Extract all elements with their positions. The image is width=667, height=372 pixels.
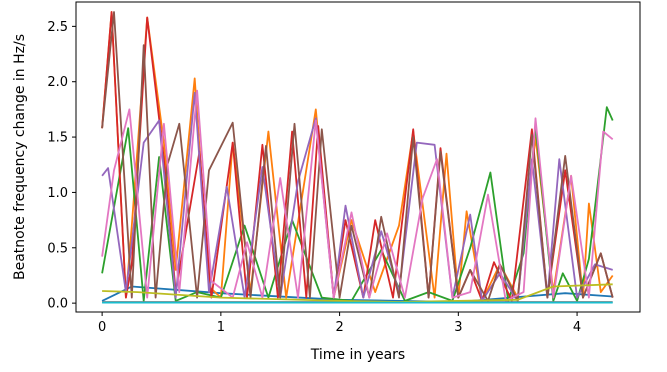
series-line-4 [101, 91, 613, 302]
x-tick-label-1: 1 [217, 320, 225, 335]
plot-frame [75, 1, 641, 313]
x-tick-label-0: 0 [98, 320, 106, 335]
x-tick-label-3: 3 [454, 320, 462, 335]
x-tick-label-2: 2 [335, 320, 343, 335]
series-line-8 [102, 283, 613, 303]
y-tick-label-3: 1.5 [47, 131, 68, 146]
x-tick-label-4: 4 [573, 320, 581, 335]
y-tick-label-2: 1.0 [47, 186, 68, 201]
series-layer [101, 11, 614, 304]
series-line-5 [101, 11, 614, 302]
y-axis-ticks: 0.0 0.5 1.0 1.5 2.0 2.5 [47, 20, 76, 312]
series-line-6 [101, 89, 614, 302]
y-tick-label-1: 0.5 [47, 241, 68, 256]
x-axis-label: Time in years [310, 347, 405, 363]
y-tick-label-4: 2.0 [47, 75, 68, 90]
y-axis-label: Beatnote frequency change in Hz/s [12, 34, 28, 280]
x-axis-ticks: 0 1 2 3 4 [98, 312, 581, 335]
y-tick-label-0: 0.0 [47, 297, 68, 312]
y-tick-label-5: 2.5 [47, 20, 68, 35]
series-line-2 [101, 106, 614, 302]
